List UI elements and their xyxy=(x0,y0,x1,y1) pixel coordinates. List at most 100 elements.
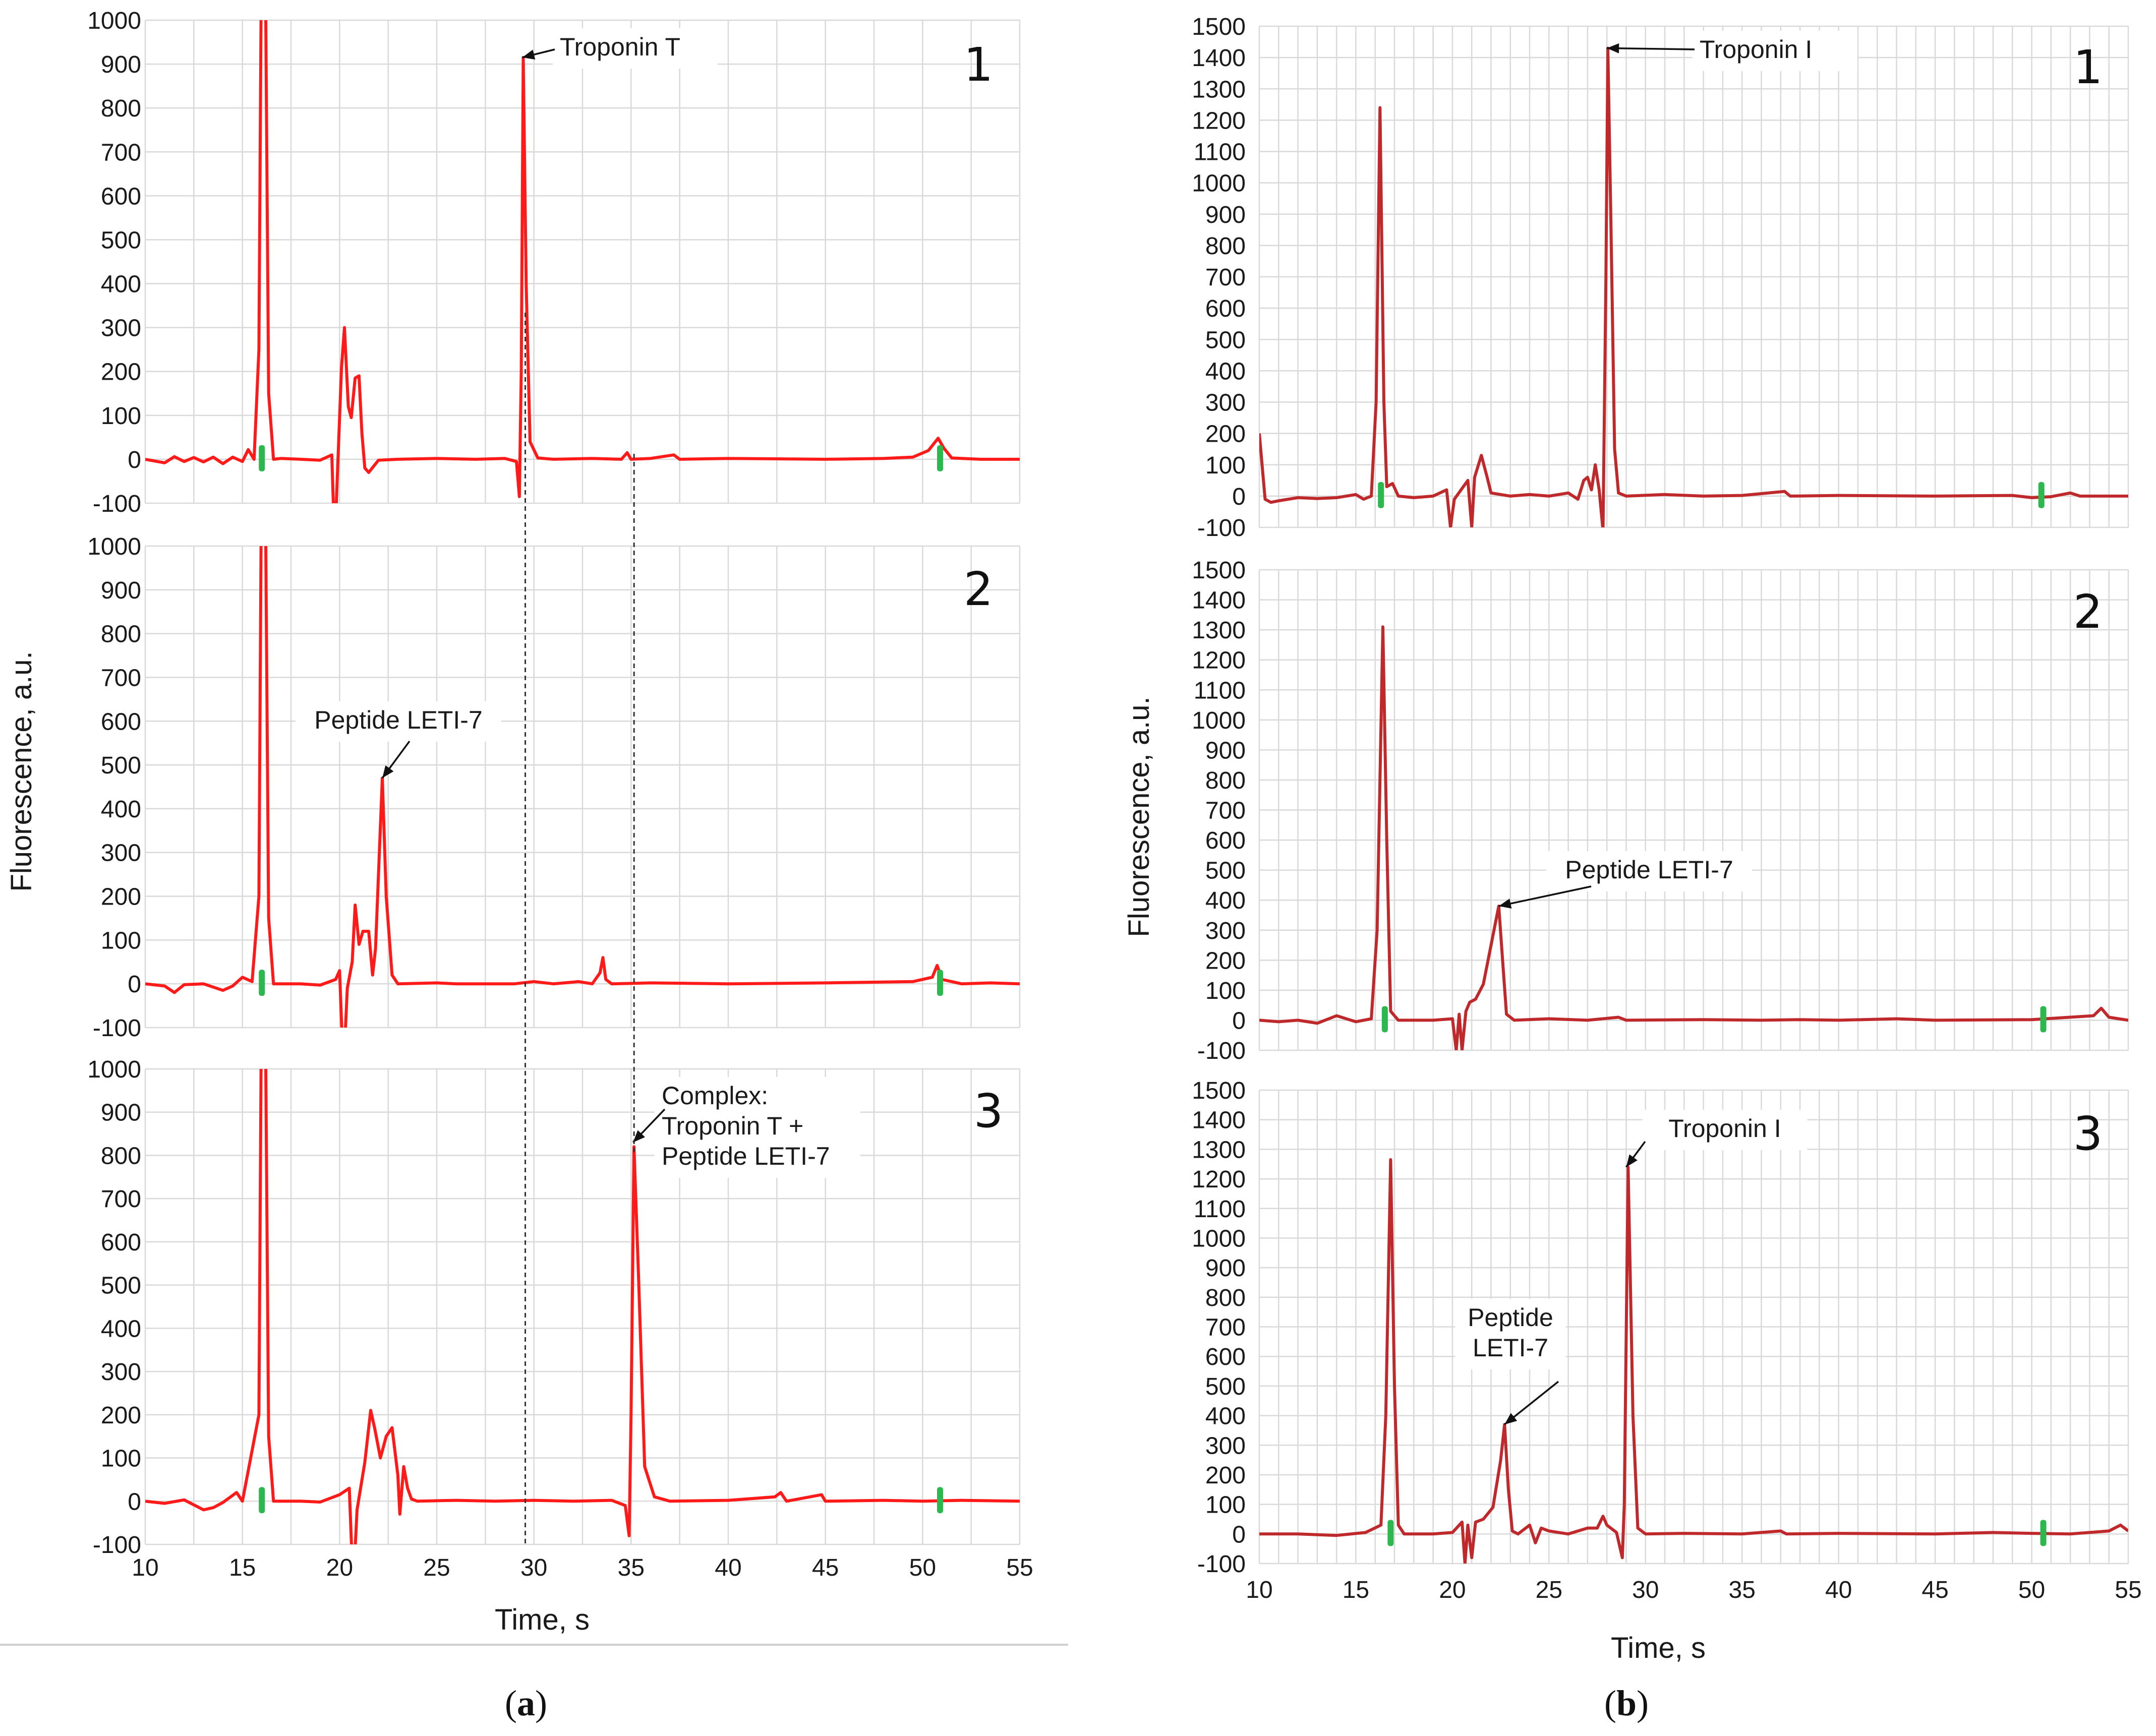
series-line xyxy=(145,546,1020,1028)
y-tick-label: 800 xyxy=(1205,233,1246,260)
y-tick-label: 300 xyxy=(101,840,141,867)
x-tick-label: 25 xyxy=(1536,1577,1562,1603)
panel-a3: -100 0 100 200 300 400 500 600 700 800 900 1000 10 15… xyxy=(87,1056,1033,1581)
y-tick-label: 700 xyxy=(101,1186,141,1213)
y-tick-label: -100 xyxy=(1197,1038,1246,1064)
caption-a: (a) xyxy=(505,1683,547,1723)
y-tick-label: 1500 xyxy=(1192,557,1246,584)
y-tick-label: 700 xyxy=(1205,1314,1246,1341)
y-tick-label: 1400 xyxy=(1192,1107,1246,1134)
x-tick-label: 50 xyxy=(2018,1577,2045,1603)
y-tick-label: 1000 xyxy=(1192,1225,1246,1252)
x-tick-label: 30 xyxy=(520,1554,547,1581)
annotation-arrowhead xyxy=(1626,1154,1638,1167)
y-tick-label: 600 xyxy=(101,1229,141,1256)
y-tick-label: 500 xyxy=(101,752,141,779)
y-tick-label: 1200 xyxy=(1192,107,1246,134)
y-tick-label: 0 xyxy=(128,1488,141,1515)
y-axis-title-b: Fluorescence, a.u. xyxy=(1123,696,1155,937)
series-line xyxy=(145,20,1020,503)
y-tick-label: 700 xyxy=(101,665,141,691)
y-tick-label: 0 xyxy=(1232,1007,1246,1034)
x-tick-label: 10 xyxy=(132,1554,158,1581)
y-tick-label: 400 xyxy=(1205,1403,1246,1430)
y-tick-label: 500 xyxy=(1205,1373,1246,1400)
caption-b: (b) xyxy=(1604,1683,1649,1723)
y-tick-label: 200 xyxy=(1205,947,1246,974)
y-tick-label: 1000 xyxy=(87,8,141,34)
x-tick-label: 50 xyxy=(909,1554,936,1581)
green-marker xyxy=(2040,1006,2047,1033)
y-tick-label: 300 xyxy=(101,315,141,342)
y-tick-label: 500 xyxy=(101,1273,141,1299)
y-tick-label: 700 xyxy=(1205,798,1246,824)
annotation-arrow xyxy=(1607,47,1695,50)
x-tick-label: 45 xyxy=(812,1554,839,1581)
annotation-arrowhead xyxy=(1498,899,1512,909)
annotation-box xyxy=(1546,851,1752,891)
annotation-arrowhead xyxy=(633,1130,645,1143)
annotation-label: Troponin T xyxy=(560,33,680,61)
green-marker xyxy=(937,445,944,471)
y-tick-label: 300 xyxy=(101,1359,141,1386)
y-tick-label: 1100 xyxy=(1194,677,1246,704)
annotation-arrowhead xyxy=(1607,43,1619,53)
y-tick-label: 200 xyxy=(101,884,141,911)
y-tick-label: 1200 xyxy=(1192,1166,1246,1193)
y-tick-label: 800 xyxy=(101,1143,141,1169)
green-marker xyxy=(937,970,944,996)
y-tick-label: -100 xyxy=(93,1015,141,1042)
green-marker xyxy=(2040,1520,2047,1546)
y-tick-label: 1300 xyxy=(1192,1136,1246,1163)
series-line xyxy=(1259,46,2128,527)
y-tick-label: 1300 xyxy=(1192,76,1246,103)
panel-number: 3 xyxy=(2073,1107,2103,1161)
x-axis-title-a: Time, s xyxy=(495,1603,590,1636)
guide-lines xyxy=(525,313,635,1544)
x-tick-label: 45 xyxy=(1921,1577,1948,1603)
green-marker xyxy=(259,970,265,996)
panel-a1: -100 0 100 200 300 400 500 600 700 800 900 1000 Trop… xyxy=(87,8,1021,517)
panel-number: 2 xyxy=(2073,585,2103,639)
y-tick-label: 0 xyxy=(1232,484,1246,510)
y-tick-label: 200 xyxy=(101,359,141,386)
y-tick-label: 100 xyxy=(101,403,141,430)
x-tick-label: 20 xyxy=(326,1554,353,1581)
panel-number: 1 xyxy=(2073,40,2103,94)
annotation-arrowhead xyxy=(382,765,394,779)
annotation-box xyxy=(1455,1299,1566,1369)
y-tick-label: -100 xyxy=(1197,515,1246,542)
y-tick-label: 600 xyxy=(101,708,141,735)
x-tick-label: 25 xyxy=(423,1554,450,1581)
x-tick-label: 30 xyxy=(1632,1577,1659,1603)
annotation-box xyxy=(1693,31,1857,71)
y-tick-label: 0 xyxy=(1232,1521,1246,1548)
y-tick-label: 100 xyxy=(1205,1492,1246,1519)
y-tick-label: 1300 xyxy=(1192,617,1246,644)
y-tick-label: 400 xyxy=(1205,887,1246,914)
x-tick-label: 55 xyxy=(2115,1577,2141,1603)
y-tick-label: 100 xyxy=(1205,978,1246,1004)
annotation-label: Complex: Troponin T + Peptide LETI-7 xyxy=(662,1082,830,1170)
annotation-label: Peptide LETI-7 xyxy=(314,706,483,734)
y-tick-label: 300 xyxy=(1205,390,1246,416)
y-tick-label: 900 xyxy=(101,1100,141,1126)
y-tick-label: -100 xyxy=(1197,1551,1246,1578)
y-tick-label: 100 xyxy=(101,927,141,954)
y-tick-label: 600 xyxy=(101,183,141,210)
y-tick-label: 700 xyxy=(101,139,141,166)
panel-b2: -100 0 100 200 300 400 500 600 700 800 900 1000 1100… xyxy=(1192,557,2129,1064)
y-tick-label: 1000 xyxy=(1192,170,1246,197)
y-tick-label: 0 xyxy=(128,447,141,473)
y-tick-label: -100 xyxy=(93,1532,141,1559)
y-tick-label: -100 xyxy=(93,491,141,517)
annotation-label: Troponin I xyxy=(1668,1114,1781,1143)
y-tick-label: 1500 xyxy=(1192,14,1246,40)
y-tick-label: 300 xyxy=(1205,918,1246,944)
series-line xyxy=(1259,1158,2128,1564)
y-tick-label: 200 xyxy=(1205,1462,1246,1489)
y-tick-label: 200 xyxy=(101,1402,141,1429)
y-tick-label: 1100 xyxy=(1194,139,1246,166)
annotation-box xyxy=(553,28,718,69)
